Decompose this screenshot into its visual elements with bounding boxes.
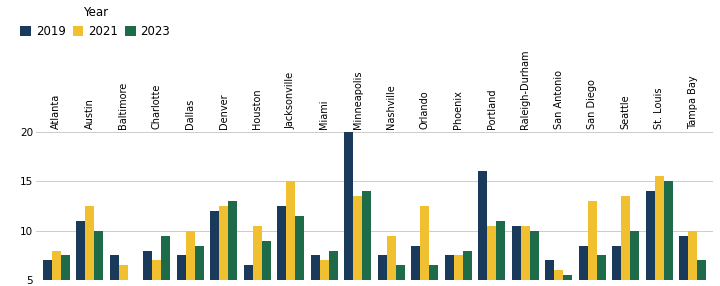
Bar	[545, 261, 554, 286]
Text: Jacksonville: Jacksonville	[286, 72, 296, 129]
Bar	[310, 255, 320, 286]
Bar	[420, 206, 429, 286]
Bar	[444, 255, 454, 286]
Text: San Diego: San Diego	[588, 79, 597, 129]
Bar	[688, 231, 697, 286]
Bar	[194, 246, 204, 286]
Bar	[679, 236, 688, 286]
Bar	[454, 255, 463, 286]
Bar	[295, 216, 305, 286]
Bar	[621, 196, 630, 286]
Text: Phoenix: Phoenix	[453, 90, 463, 129]
Bar	[387, 236, 396, 286]
Bar	[228, 201, 237, 286]
Legend: 2019, 2021, 2023: 2019, 2021, 2023	[20, 6, 170, 38]
Bar	[344, 132, 353, 286]
Bar	[554, 270, 563, 286]
Text: Houston: Houston	[252, 88, 262, 129]
Bar	[597, 255, 606, 286]
Bar	[588, 201, 597, 286]
Bar	[94, 231, 103, 286]
Text: Orlando: Orlando	[420, 90, 430, 129]
Bar	[579, 246, 588, 286]
Bar	[478, 171, 487, 286]
Bar	[261, 241, 271, 286]
Text: Baltimore: Baltimore	[118, 82, 128, 129]
Bar	[697, 261, 706, 286]
Bar	[328, 251, 338, 286]
Text: Charlotte: Charlotte	[152, 83, 161, 129]
Bar	[530, 231, 539, 286]
Bar	[612, 246, 621, 286]
Bar	[396, 265, 405, 286]
Text: Seattle: Seattle	[621, 94, 631, 129]
Bar	[646, 191, 654, 286]
Bar	[664, 181, 672, 286]
Bar	[496, 221, 505, 286]
Bar	[411, 246, 420, 286]
Bar	[219, 206, 228, 286]
Bar	[521, 226, 530, 286]
Bar	[176, 255, 186, 286]
Bar	[286, 181, 295, 286]
Bar	[161, 236, 170, 286]
Bar	[60, 255, 70, 286]
Bar	[377, 255, 387, 286]
Bar	[630, 231, 639, 286]
Bar	[243, 265, 253, 286]
Text: Portland: Portland	[487, 88, 497, 129]
Text: San Antonio: San Antonio	[554, 70, 564, 129]
Bar	[512, 226, 521, 286]
Bar	[127, 280, 137, 286]
Text: Austin: Austin	[85, 98, 94, 129]
Text: Miami: Miami	[319, 99, 329, 129]
Bar	[52, 251, 60, 286]
Bar	[463, 251, 472, 286]
Text: Atlanta: Atlanta	[51, 94, 61, 129]
Text: Dallas: Dallas	[185, 98, 195, 129]
Text: Raleigh-Durham: Raleigh-Durham	[520, 49, 530, 129]
Bar	[85, 206, 94, 286]
Bar	[109, 255, 119, 286]
Text: Minneapolis: Minneapolis	[353, 70, 363, 129]
Text: Denver: Denver	[219, 93, 229, 129]
Bar	[119, 265, 127, 286]
Bar	[654, 176, 664, 286]
Bar	[487, 226, 496, 286]
Bar	[210, 211, 219, 286]
Bar	[42, 261, 52, 286]
Text: Tampa Bay: Tampa Bay	[688, 75, 698, 129]
Text: St. Louis: St. Louis	[654, 87, 664, 129]
Bar	[320, 261, 328, 286]
Text: Nashville: Nashville	[386, 84, 396, 129]
Bar	[362, 191, 372, 286]
Bar	[253, 226, 261, 286]
Bar	[277, 206, 286, 286]
Bar	[563, 275, 572, 286]
Bar	[353, 196, 362, 286]
Bar	[429, 265, 438, 286]
Bar	[152, 261, 161, 286]
Bar	[76, 221, 85, 286]
Bar	[186, 231, 194, 286]
Bar	[143, 251, 152, 286]
